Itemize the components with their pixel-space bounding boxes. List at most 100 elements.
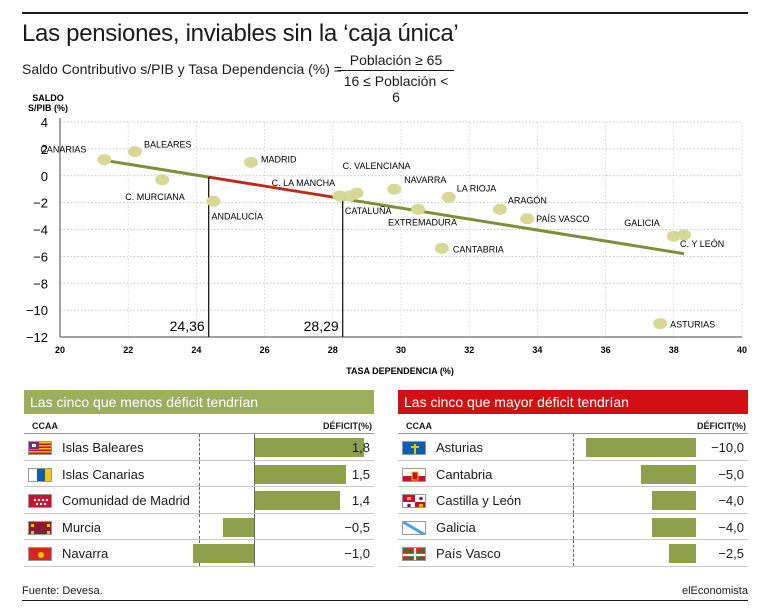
point-label: MADRID bbox=[261, 154, 297, 164]
deficit-value: −1,0 bbox=[344, 546, 370, 562]
asturias-flag-icon bbox=[402, 441, 426, 455]
formula-fraction: Población ≥ 65 16 ≤ Población < 6 bbox=[338, 52, 454, 105]
data-point bbox=[97, 154, 112, 166]
castilla-leon-flag-icon bbox=[402, 494, 426, 509]
point-label: BALEARES bbox=[144, 140, 192, 150]
least-deficit-table: CCAA DÉFICIT(%) Islas Baleares 1,8 Islas C… bbox=[24, 418, 374, 567]
point-label: GALICIA bbox=[624, 218, 660, 228]
point-label: ARAGÓN bbox=[508, 195, 547, 205]
data-point bbox=[411, 203, 426, 215]
region-name: Galicia bbox=[436, 519, 476, 535]
deficit-bar bbox=[586, 438, 696, 457]
region-name: Murcia bbox=[62, 519, 102, 535]
brand-name: elEconomista bbox=[681, 585, 748, 597]
region-name: Islas Baleares bbox=[62, 440, 144, 455]
zero-line bbox=[254, 513, 255, 540]
zero-line bbox=[254, 487, 255, 513]
x-tick-label: 32 bbox=[464, 345, 474, 355]
data-point bbox=[653, 318, 668, 330]
deficit-bar bbox=[641, 464, 696, 484]
column-divider bbox=[199, 460, 200, 487]
point-label: LA RIOJA bbox=[457, 183, 497, 193]
canarias-flag-icon bbox=[28, 467, 52, 482]
point-label: C. VALENCIANA bbox=[343, 161, 411, 171]
point-label: CANTABRIA bbox=[453, 244, 504, 254]
column-divider bbox=[573, 487, 574, 513]
point-label: ASTURIAS bbox=[670, 320, 715, 330]
point-label: C. Y LEÓN bbox=[680, 239, 724, 249]
x-tick-label: 22 bbox=[123, 345, 133, 355]
point-label: NAVARRA bbox=[404, 175, 446, 185]
column-divider bbox=[573, 540, 574, 566]
fraction-denominator: 16 ≤ Población < 6 bbox=[343, 73, 449, 105]
x-axis-label: TASA DEPENDENCIA (%) bbox=[346, 366, 454, 376]
baleares-flag-icon bbox=[28, 441, 52, 455]
table-row: Castilla y León −4,0 bbox=[398, 487, 748, 514]
deficit-value: −0,5 bbox=[344, 519, 370, 535]
madrid-flag-icon bbox=[28, 494, 52, 509]
column-divider bbox=[199, 434, 200, 460]
x-tick-label: 24 bbox=[191, 345, 201, 355]
data-point bbox=[441, 191, 456, 203]
column-divider bbox=[199, 513, 200, 540]
point-label: CATALUÑA bbox=[345, 206, 392, 216]
x-tick-label: 34 bbox=[532, 345, 542, 355]
marker-label: 28,29 bbox=[304, 318, 339, 334]
zero-line bbox=[254, 460, 255, 487]
source-note: Fuente: Devesa. bbox=[22, 585, 103, 597]
table-row: Islas Baleares 1,8 bbox=[24, 434, 374, 461]
data-point bbox=[332, 190, 347, 202]
bottom-rule bbox=[22, 600, 748, 601]
data-point bbox=[155, 174, 170, 186]
data-point bbox=[128, 146, 143, 158]
y-tick-label: −6 bbox=[33, 249, 48, 264]
y-tick-label: −2 bbox=[33, 196, 48, 211]
point-label: C. MURCIANA bbox=[125, 192, 185, 202]
table-row: Cantabria −5,0 bbox=[398, 460, 748, 488]
deficit-value: 1,4 bbox=[351, 493, 370, 509]
y-tick-label: −10 bbox=[26, 303, 48, 318]
region-name: Islas Canarias bbox=[62, 466, 145, 482]
deficit-bar bbox=[254, 491, 340, 511]
y-tick-label: −12 bbox=[26, 330, 48, 345]
zero-line bbox=[254, 434, 255, 460]
region-name: Navarra bbox=[62, 546, 109, 562]
galicia-flag-icon bbox=[402, 520, 426, 535]
y-axis-label: SALDO bbox=[32, 93, 64, 103]
col-region-header: CCAA bbox=[32, 421, 58, 431]
deficit-bar bbox=[223, 517, 254, 537]
panel-title-least-deficit: Las cinco que menos déficit tendrían bbox=[24, 390, 374, 414]
x-tick-label: 40 bbox=[737, 345, 747, 355]
point-label: CANARIAS bbox=[40, 145, 86, 155]
table-row: Islas Canarias 1,5 bbox=[24, 460, 374, 488]
y-tick-label: −8 bbox=[33, 276, 48, 291]
col-value-header: DÉFICIT(%) bbox=[323, 421, 372, 431]
fraction-numerator: Población ≥ 65 bbox=[338, 52, 454, 71]
point-label: C. LA MANCHA bbox=[272, 178, 336, 188]
deficit-value: −4,0 bbox=[718, 519, 744, 535]
y-tick-label: 4 bbox=[41, 115, 48, 130]
y-tick-label: 2 bbox=[41, 142, 48, 157]
column-divider bbox=[573, 460, 574, 487]
panel-title-most-deficit: Las cinco que mayor déficit tendrían bbox=[398, 390, 748, 414]
point-label: ANDALUCÍA bbox=[211, 211, 263, 221]
deficit-bar bbox=[652, 517, 696, 537]
table-row: Murcia −0,5 bbox=[24, 513, 374, 541]
deficit-bar bbox=[192, 544, 254, 564]
data-point bbox=[434, 242, 449, 254]
point-label: EXTREMADURA bbox=[388, 217, 457, 227]
col-region-header: CCAA bbox=[406, 421, 432, 431]
cantabria-flag-icon bbox=[402, 467, 426, 482]
murcia-flag-icon bbox=[28, 520, 52, 535]
table-row: Navarra −1,0 bbox=[24, 540, 374, 567]
data-point bbox=[243, 156, 258, 168]
region-name: Comunidad de Madrid bbox=[62, 493, 190, 509]
deficit-value: −2,5 bbox=[718, 546, 744, 562]
column-divider bbox=[573, 513, 574, 540]
data-point bbox=[492, 203, 507, 215]
column-divider bbox=[199, 487, 200, 513]
x-tick-label: 26 bbox=[260, 345, 270, 355]
data-point bbox=[677, 229, 692, 241]
region-name: Cantabria bbox=[436, 466, 493, 482]
